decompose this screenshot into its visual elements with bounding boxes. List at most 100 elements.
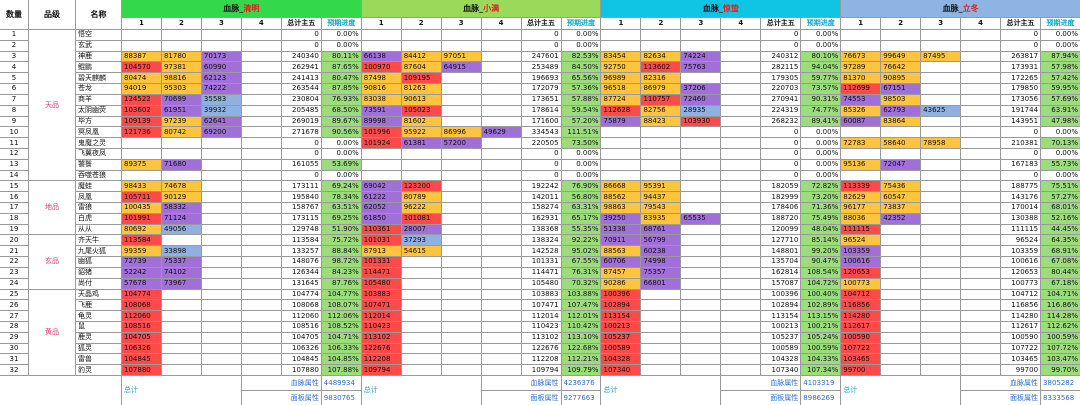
value-cell: 110757 xyxy=(641,94,681,105)
value-cell xyxy=(681,203,721,213)
progress-cell: 103.47% xyxy=(1041,354,1080,365)
total-cell: 262941 xyxy=(281,62,321,73)
value-cell: 60238 xyxy=(641,246,681,257)
value-cell xyxy=(721,51,761,62)
value-cell: 87498 xyxy=(361,73,401,84)
value-cell xyxy=(441,30,481,40)
value-cell: 75436 xyxy=(881,181,921,192)
value-cell xyxy=(401,148,441,159)
progress-cell: 85.14% xyxy=(801,235,841,246)
total-cell: 111115 xyxy=(1001,224,1041,235)
value-cell xyxy=(241,311,281,321)
grade: 玄品 xyxy=(29,235,75,289)
value-cell xyxy=(601,127,641,138)
total-cell: 220505 xyxy=(521,138,561,148)
row-number: 28 xyxy=(0,321,28,332)
value-cell: 69200 xyxy=(201,127,241,138)
footer-attr: 4489934 xyxy=(321,376,361,390)
value-cell: 33898 xyxy=(161,246,201,257)
value-cell xyxy=(441,105,481,116)
footer-total: 总计 xyxy=(601,376,721,405)
value-cell xyxy=(241,289,281,300)
value-cell xyxy=(441,343,481,354)
value-cell xyxy=(441,159,481,170)
value-cell: 72047 xyxy=(881,159,921,170)
total-cell: 158274 xyxy=(521,203,561,213)
total-cell: 0 xyxy=(521,159,561,170)
value-cell: 112014 xyxy=(361,311,401,321)
value-cell xyxy=(122,40,161,51)
value-cell xyxy=(201,170,241,181)
value-cell xyxy=(401,300,441,311)
value-cell xyxy=(921,127,961,138)
total-cell: 173931 xyxy=(1001,62,1041,73)
progress-cell: 0.00% xyxy=(561,170,601,181)
value-cell: 60087 xyxy=(841,116,881,127)
value-cell xyxy=(241,224,281,235)
value-cell: 86668 xyxy=(601,181,641,192)
total-cell: 191744 xyxy=(1001,105,1041,116)
total-cell: 143951 xyxy=(1001,116,1041,127)
value-cell xyxy=(721,62,761,73)
value-cell xyxy=(441,40,481,51)
value-cell: 83864 xyxy=(881,116,921,127)
total-cell: 241413 xyxy=(281,73,321,84)
progress-cell: 88.84% xyxy=(321,246,361,257)
progress-cell: 47.98% xyxy=(1041,116,1080,127)
value-cell xyxy=(641,365,681,375)
total-cell: 120653 xyxy=(1001,267,1041,278)
value-cell: 67151 xyxy=(881,84,921,94)
value-cell xyxy=(681,321,721,332)
progress-cell: 57.36% xyxy=(561,84,601,94)
value-cell xyxy=(721,257,761,267)
total-cell: 334543 xyxy=(521,127,561,138)
row-name: 毕方 xyxy=(76,116,121,127)
value-cell xyxy=(921,148,961,159)
sub-header: 2 xyxy=(881,18,921,29)
value-cell: 98433 xyxy=(122,181,161,192)
value-cell: 57200 xyxy=(441,138,481,148)
value-cell xyxy=(401,257,441,267)
value-cell xyxy=(481,30,521,40)
value-cell xyxy=(961,300,1001,311)
total-cell: 0 xyxy=(761,127,801,138)
total-cell: 0 xyxy=(281,170,321,181)
total-cell: 138324 xyxy=(521,235,561,246)
sub-header: 总计主五 xyxy=(281,18,321,29)
progress-cell: 0.00% xyxy=(801,148,841,159)
value-cell: 97289 xyxy=(841,62,881,73)
sub-header: 2 xyxy=(401,18,441,29)
value-cell xyxy=(721,159,761,170)
value-cell xyxy=(681,30,721,40)
value-cell: 104705 xyxy=(122,332,161,343)
value-cell xyxy=(481,300,521,311)
progress-cell: 55.35% xyxy=(561,224,601,235)
value-cell: 80474 xyxy=(122,73,161,84)
progress-cell: 100.59% xyxy=(1041,332,1080,343)
total-cell: 271678 xyxy=(281,127,321,138)
value-cell xyxy=(401,289,441,300)
value-cell xyxy=(641,343,681,354)
footer-panel-label: 面板属性 xyxy=(721,391,801,405)
progress-cell: 67.55% xyxy=(561,257,601,267)
value-cell xyxy=(961,343,1001,354)
total-cell: 179305 xyxy=(761,73,801,84)
total-cell: 142528 xyxy=(521,246,561,257)
total-cell: 172265 xyxy=(1001,73,1041,84)
total-cell: 107722 xyxy=(1001,343,1041,354)
value-cell xyxy=(721,116,761,127)
progress-cell: 75.72% xyxy=(321,235,361,246)
progress-cell: 53.69% xyxy=(321,159,361,170)
total-cell: 282115 xyxy=(761,62,801,73)
total-cell: 126344 xyxy=(281,267,321,278)
value-cell: 72783 xyxy=(841,138,881,148)
value-cell xyxy=(401,159,441,170)
value-cell: 99700 xyxy=(841,365,881,375)
progress-cell: 68.91% xyxy=(1041,246,1080,257)
value-cell: 100590 xyxy=(841,332,881,343)
value-cell xyxy=(161,354,201,365)
value-cell: 65535 xyxy=(681,213,721,224)
row-number: 18 xyxy=(0,213,28,224)
total-cell: 0 xyxy=(1001,127,1041,138)
sub-header: 1 xyxy=(601,18,641,29)
